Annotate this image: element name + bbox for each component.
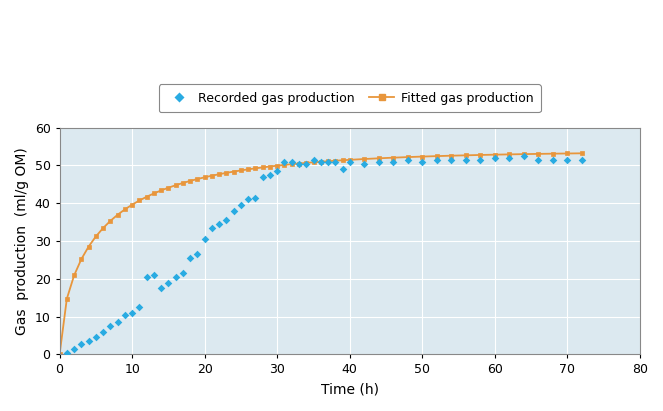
Recorded gas production: [214, 221, 225, 227]
Line: Fitted gas production: Fitted gas production: [57, 151, 584, 357]
Recorded gas production: [265, 172, 275, 178]
Fitted gas production: [332, 158, 339, 163]
Recorded gas production: [243, 196, 253, 203]
Recorded gas production: [577, 157, 587, 163]
Recorded gas production: [388, 158, 398, 165]
Recorded gas production: [548, 157, 558, 163]
Recorded gas production: [345, 158, 355, 165]
Recorded gas production: [134, 304, 145, 310]
Recorded gas production: [294, 160, 304, 167]
Legend: Recorded gas production, Fitted gas production: Recorded gas production, Fitted gas prod…: [159, 84, 540, 112]
Recorded gas production: [192, 251, 203, 258]
Recorded gas production: [170, 274, 181, 280]
Fitted gas production: [230, 169, 238, 174]
Recorded gas production: [163, 279, 174, 286]
Recorded gas production: [330, 158, 341, 165]
Recorded gas production: [286, 158, 297, 165]
Fitted gas production: [56, 352, 64, 357]
Recorded gas production: [489, 155, 500, 161]
Recorded gas production: [504, 155, 514, 161]
Recorded gas production: [112, 319, 123, 326]
Recorded gas production: [207, 224, 217, 231]
Recorded gas production: [359, 160, 369, 167]
Recorded gas production: [373, 158, 384, 165]
Recorded gas production: [149, 272, 159, 278]
Recorded gas production: [235, 202, 246, 208]
Recorded gas production: [475, 157, 486, 163]
Fitted gas production: [164, 185, 172, 190]
Recorded gas production: [200, 236, 210, 242]
Recorded gas production: [279, 158, 290, 165]
Recorded gas production: [69, 346, 80, 352]
Recorded gas production: [250, 194, 261, 201]
Recorded gas production: [461, 157, 471, 163]
Recorded gas production: [105, 323, 115, 329]
Recorded gas production: [221, 217, 232, 224]
Recorded gas production: [446, 157, 457, 163]
Recorded gas production: [62, 350, 72, 357]
Fitted gas production: [578, 151, 586, 156]
Recorded gas production: [518, 153, 529, 159]
Recorded gas production: [156, 285, 166, 291]
Recorded gas production: [308, 157, 319, 163]
Recorded gas production: [76, 341, 87, 347]
Recorded gas production: [141, 274, 152, 280]
Recorded gas production: [84, 338, 94, 344]
Recorded gas production: [417, 158, 428, 165]
Recorded gas production: [229, 208, 239, 214]
Recorded gas production: [301, 160, 312, 167]
Recorded gas production: [323, 158, 333, 165]
Recorded gas production: [316, 158, 326, 165]
Recorded gas production: [178, 270, 188, 277]
X-axis label: Time (h): Time (h): [321, 382, 379, 396]
Recorded gas production: [562, 157, 573, 163]
Fitted gas production: [339, 158, 347, 163]
Fitted gas production: [70, 273, 78, 278]
Recorded gas production: [432, 157, 442, 163]
Fitted gas production: [78, 257, 86, 262]
Recorded gas production: [127, 309, 137, 316]
Recorded gas production: [119, 312, 130, 318]
Recorded gas production: [185, 255, 196, 261]
Recorded gas production: [257, 173, 268, 180]
Recorded gas production: [337, 166, 348, 173]
Recorded gas production: [402, 157, 413, 163]
Y-axis label: Gas  production  (ml/g OM): Gas production (ml/g OM): [15, 147, 29, 335]
Recorded gas production: [272, 168, 282, 174]
Recorded gas production: [533, 157, 544, 163]
Recorded gas production: [91, 334, 101, 341]
Recorded gas production: [98, 328, 109, 335]
